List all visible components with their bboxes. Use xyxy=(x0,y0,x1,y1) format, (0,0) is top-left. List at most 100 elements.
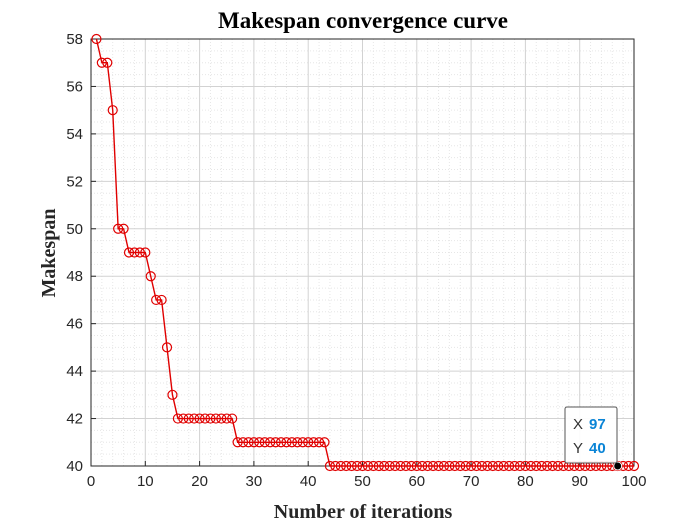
x-tick-label: 100 xyxy=(621,473,646,490)
datatip-y-key: Y xyxy=(573,440,583,457)
y-tick-label: 40 xyxy=(66,458,83,475)
data-point xyxy=(248,437,259,448)
data-point xyxy=(482,460,493,472)
data-point xyxy=(341,460,352,472)
data-point xyxy=(438,460,450,472)
data-point xyxy=(270,437,281,448)
data-point xyxy=(102,57,113,68)
data-point xyxy=(628,460,640,472)
y-tick-label: 50 xyxy=(66,221,83,238)
data-point xyxy=(118,223,129,234)
data-point xyxy=(123,247,135,258)
x-tick-label: 40 xyxy=(300,473,317,490)
datatip-dot[interactable] xyxy=(613,461,623,471)
data-point xyxy=(552,460,564,472)
x-tick-label: 90 xyxy=(571,473,588,490)
x-tick-label: 50 xyxy=(354,473,371,490)
data-point xyxy=(254,437,265,448)
data-point xyxy=(400,460,412,472)
data-point xyxy=(210,413,221,424)
data-point xyxy=(265,437,276,448)
x-tick-label: 60 xyxy=(408,473,425,490)
data-point xyxy=(433,460,444,472)
data-point xyxy=(151,294,162,306)
data-point xyxy=(547,460,558,472)
data-point xyxy=(107,105,118,116)
data-point xyxy=(308,437,319,448)
datatip-box xyxy=(564,406,618,464)
data-point xyxy=(335,460,346,472)
data-point xyxy=(134,247,145,258)
data-point xyxy=(525,460,536,472)
data-point xyxy=(237,437,249,448)
x-tick-label: 30 xyxy=(246,473,263,490)
data-point xyxy=(199,413,211,424)
y-tick-label: 52 xyxy=(66,173,83,190)
data-point xyxy=(389,460,401,472)
data-point xyxy=(504,460,515,472)
datatip-x-value: 97 xyxy=(589,416,606,433)
series-markers xyxy=(91,33,640,472)
data-point xyxy=(520,460,531,472)
data-point xyxy=(189,413,200,424)
data-point xyxy=(183,413,194,424)
y-tick-label: 58 xyxy=(66,31,83,48)
x-tick-label: 0 xyxy=(87,473,95,490)
data-point xyxy=(476,460,488,472)
data-point xyxy=(324,460,336,472)
data-point xyxy=(509,460,520,472)
data-point xyxy=(471,460,482,472)
data-point xyxy=(313,437,325,448)
x-tick-label: 80 xyxy=(517,473,534,490)
minor-grid xyxy=(91,39,634,466)
data-point xyxy=(194,413,205,424)
data-point xyxy=(411,460,422,472)
datatip-x-key: X xyxy=(573,416,583,433)
y-axis-label: Makespan xyxy=(38,209,60,298)
datatip-y-value: 40 xyxy=(589,440,606,457)
data-point xyxy=(172,413,183,424)
data-point xyxy=(129,247,140,258)
data-point xyxy=(362,460,374,472)
data-point xyxy=(216,413,227,424)
data-point xyxy=(167,389,178,400)
data-point xyxy=(357,460,368,472)
datatip[interactable]: X 97 Y 40 xyxy=(564,406,623,471)
data-point xyxy=(406,460,417,472)
data-point xyxy=(395,460,406,472)
data-point xyxy=(422,460,433,472)
data-point xyxy=(178,413,189,424)
data-point xyxy=(379,460,390,472)
data-point xyxy=(303,437,314,448)
data-point xyxy=(460,460,471,472)
data-point xyxy=(156,294,167,306)
y-tick-label: 44 xyxy=(66,363,83,380)
data-point xyxy=(558,460,569,472)
data-point xyxy=(113,223,124,234)
data-point xyxy=(286,437,298,448)
data-point xyxy=(91,33,102,45)
data-point xyxy=(161,342,173,353)
x-axis-ticks: 0 10 20 30 40 50 60 70 80 90 100 xyxy=(87,461,647,490)
data-point xyxy=(292,437,303,448)
data-point xyxy=(531,460,542,472)
data-point xyxy=(221,413,232,424)
data-point xyxy=(232,437,243,448)
chart-title: Makespan convergence curve xyxy=(218,8,508,33)
data-point xyxy=(536,460,547,472)
data-point xyxy=(243,437,254,448)
data-point xyxy=(145,271,156,282)
y-tick-label: 46 xyxy=(66,316,83,333)
data-point xyxy=(493,460,504,472)
data-point xyxy=(346,460,357,472)
y-tick-label: 54 xyxy=(66,126,83,143)
data-point xyxy=(449,460,460,472)
data-point xyxy=(205,413,216,424)
data-point xyxy=(319,437,330,448)
y-axis-ticks: 40 42 44 46 48 50 52 54 56 58 xyxy=(66,31,96,475)
data-point xyxy=(227,413,238,424)
data-point xyxy=(487,460,498,472)
data-point xyxy=(297,437,308,448)
data-point xyxy=(140,247,151,258)
